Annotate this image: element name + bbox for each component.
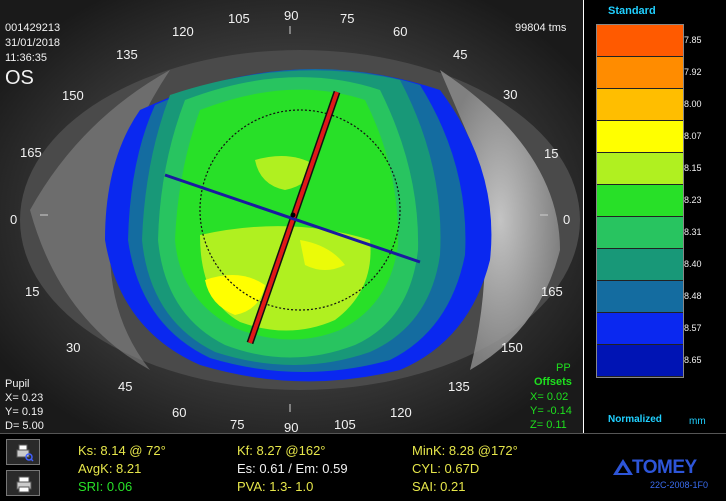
- sri-value: SRI: 0.06: [78, 479, 133, 494]
- sai-value: SAI: 0.21: [412, 479, 466, 494]
- legend-unit: mm: [689, 416, 706, 427]
- meridian-label: 105: [228, 11, 250, 26]
- meridian-label: 15: [544, 146, 559, 161]
- legend-header: Standard: [608, 5, 656, 17]
- pp-offset-y: Y= -0.14: [530, 405, 572, 417]
- meridian-label: 165: [541, 284, 563, 299]
- meridian-label: 45: [453, 47, 468, 62]
- topography-map-viewer[interactable]: 001429213 31/01/2018 11:36:35 OS 99804 t…: [0, 0, 583, 433]
- brand-name: TOMEY: [632, 457, 697, 478]
- meridian-label: 150: [62, 88, 84, 103]
- legend-values: 7.85 7.92 8.00 8.07 8.15 8.23 8.31 8.40 8.48 8.57…: [684, 24, 702, 376]
- zoom-print-button[interactable]: [6, 439, 40, 465]
- meridian-label: 30: [66, 340, 81, 355]
- zoom-print-icon: [16, 444, 34, 462]
- device-model: 22C-2008-1F0: [650, 480, 709, 490]
- legend-value: 8.57: [684, 323, 702, 333]
- legend-value: 7.85: [684, 35, 702, 45]
- legend-swatch: [597, 281, 683, 313]
- legend-swatch: [597, 313, 683, 345]
- legend-swatch: [597, 345, 683, 377]
- legend-value: 7.92: [684, 67, 702, 77]
- legend-swatch: [597, 185, 683, 217]
- legend-value: 8.23: [684, 195, 702, 205]
- meridian-label: 60: [393, 24, 408, 39]
- print-button[interactable]: [6, 470, 40, 496]
- meridian-label: 75: [230, 417, 245, 432]
- exam-date: 31/01/2018: [5, 37, 61, 49]
- meridian-label: 105: [334, 417, 356, 432]
- meridian-label: 15: [25, 284, 40, 299]
- meridian-label: 90: [284, 8, 299, 23]
- pupil-x: X= 0.23: [5, 392, 44, 404]
- pp-title: PP: [556, 362, 571, 374]
- color-scale-legend: Standard 7.85 7.92 8.00 8.07 8.15 8.23 8.31 8.4…: [583, 0, 726, 433]
- legend-value: 8.31: [684, 227, 702, 237]
- cyl-value: CYL: 0.67D: [412, 461, 480, 476]
- meridian-label: 165: [20, 145, 42, 160]
- pupil-y: Y= 0.19: [5, 406, 44, 418]
- pp-offsets-title: Offsets: [534, 376, 572, 388]
- legend-value: 8.00: [684, 99, 702, 109]
- pupil-title: Pupil: [5, 378, 30, 390]
- legend-swatch: [597, 249, 683, 281]
- legend-value: 8.15: [684, 163, 702, 173]
- meridian-label: 45: [118, 379, 133, 394]
- pp-offset-x: X= 0.02: [530, 391, 569, 403]
- legend-swatch: [597, 217, 683, 249]
- pva-value: PVA: 1.3- 1.0: [237, 479, 314, 494]
- kf-value: Kf: 8.27 @162°: [237, 443, 326, 458]
- legend-swatch: [597, 153, 683, 185]
- meridian-label: 120: [390, 405, 412, 420]
- meridian-label: 90: [284, 420, 299, 433]
- patient-id: 001429213: [5, 22, 61, 34]
- tomey-logo-icon: [613, 459, 633, 475]
- meridian-label: 120: [172, 24, 194, 39]
- legend-swatch: [597, 89, 683, 121]
- legend-value: 8.07: [684, 131, 702, 141]
- keratometry-panel: Ks: 8.14 @ 72° Kf: 8.27 @162° MinK: 8.28…: [0, 433, 726, 501]
- legend-footer: Normalized: [608, 414, 662, 425]
- meridian-label: 135: [448, 379, 470, 394]
- ks-value: Ks: 8.14 @ 72°: [78, 443, 166, 458]
- legend-swatch: [597, 121, 683, 153]
- corneal-map-canvas: [0, 0, 583, 433]
- exam-time: 11:36:35: [5, 52, 48, 64]
- legend-value: 8.65: [684, 355, 702, 365]
- meridian-label: 150: [501, 340, 523, 355]
- meridian-label: 0: [563, 212, 571, 227]
- legend-swatches: [596, 24, 684, 378]
- capture-time: 99804 tms: [515, 22, 567, 34]
- meridian-label: 135: [116, 47, 138, 62]
- mink-value: MinK: 8.28 @172°: [412, 443, 518, 458]
- avgk-value: AvgK: 8.21: [78, 461, 142, 476]
- meridian-label: 75: [340, 11, 355, 26]
- legend-value: 8.48: [684, 291, 702, 301]
- eye-side: OS: [5, 67, 34, 89]
- meridian-label: 0: [10, 212, 18, 227]
- pp-offset-z: Z= 0.11: [530, 419, 567, 431]
- printer-icon: [16, 476, 32, 493]
- legend-swatch: [597, 57, 683, 89]
- es-em-value: Es: 0.61 / Em: 0.59: [237, 461, 348, 476]
- pupil-d: D= 5.00: [5, 420, 44, 432]
- meridian-label: 60: [172, 405, 187, 420]
- legend-swatch: [597, 25, 683, 57]
- meridian-label: 30: [503, 87, 518, 102]
- legend-value: 8.40: [684, 259, 702, 269]
